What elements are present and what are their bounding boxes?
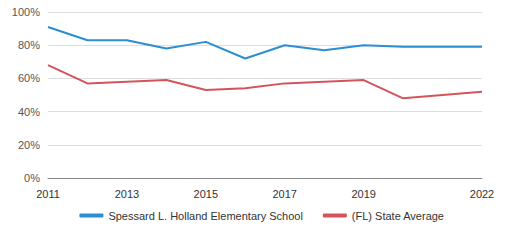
- svg-text:80%: 80%: [18, 39, 40, 51]
- svg-text:20%: 20%: [18, 139, 40, 151]
- svg-text:Spessard L. Holland Elementary: Spessard L. Holland Elementary School: [108, 210, 302, 222]
- svg-text:(FL) State Average: (FL) State Average: [352, 210, 444, 222]
- svg-text:100%: 100%: [12, 6, 40, 18]
- svg-text:2019: 2019: [351, 188, 375, 200]
- svg-text:2015: 2015: [194, 188, 218, 200]
- svg-text:2013: 2013: [115, 188, 139, 200]
- svg-text:60%: 60%: [18, 72, 40, 84]
- svg-text:2022: 2022: [470, 188, 494, 200]
- svg-text:0%: 0%: [24, 172, 40, 184]
- svg-text:2011: 2011: [36, 188, 60, 200]
- svg-text:40%: 40%: [18, 106, 40, 118]
- svg-text:2017: 2017: [272, 188, 296, 200]
